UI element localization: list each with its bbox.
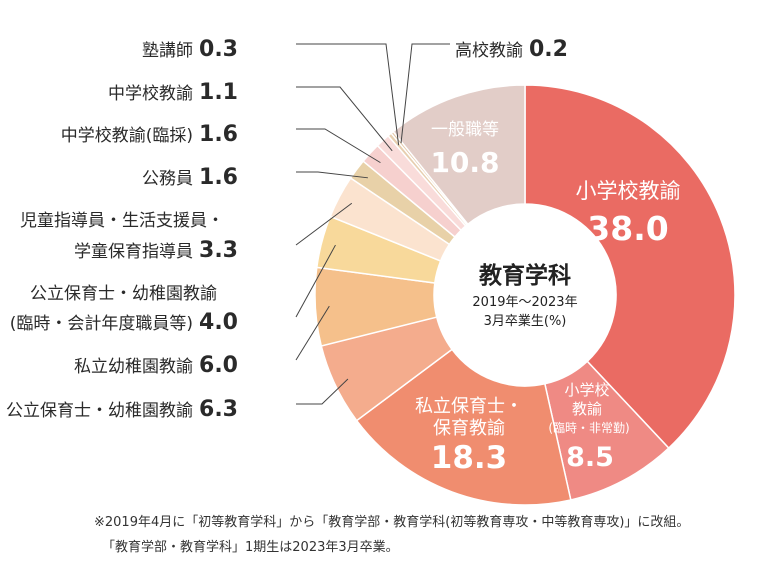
slice-label-elem-temp-2: 教諭 xyxy=(572,400,602,418)
leader-lines xyxy=(295,43,450,405)
slice-value-elem: 38.0 xyxy=(587,209,668,248)
outside-label-high: 高校教諭 0.2 xyxy=(455,37,568,62)
outside-label-priv-kinder: 私立幼稚園教諭 6.0 xyxy=(74,353,238,378)
leader-line-8 xyxy=(296,128,381,164)
label-jhs-temp: 中学校教諭(臨採) xyxy=(61,126,193,146)
value-child: 3.3 xyxy=(199,238,238,263)
label-juku: 塾講師 xyxy=(142,40,193,61)
outside-label-jhs: 中学校教諭 1.1 xyxy=(108,80,238,105)
leader-line-6 xyxy=(295,202,353,246)
value-juku: 0.3 xyxy=(199,37,238,62)
label-civil: 公務員 xyxy=(142,169,193,189)
slice-label-elem: 小学校教諭 xyxy=(576,179,681,203)
slice-label-elem-temp-1: 小学校 xyxy=(564,381,609,399)
footnote-line1: ※2019年4月に「初等教育学科」から「教育学部・教育学科(初等教育専攻・中等教… xyxy=(94,514,689,530)
leader-line-3 xyxy=(296,378,349,405)
value-priv-kinder: 6.0 xyxy=(199,353,238,378)
outside-label-civil: 公務員 1.6 xyxy=(142,165,238,190)
value-pub: 6.3 xyxy=(199,397,238,422)
value-high: 0.2 xyxy=(529,37,568,62)
outside-label-child-line2: 学童保育指導員 3.3 xyxy=(74,238,238,263)
label-pub-temp: (臨時・会計年度職員等) xyxy=(10,314,193,334)
leader-line-7 xyxy=(296,171,368,179)
leader-line-10 xyxy=(296,43,400,146)
center-subtitle-line1: 2019年〜2023年 xyxy=(472,295,577,310)
slice-label-general: 一般職等 xyxy=(431,120,499,140)
label-priv-kinder: 私立幼稚園教諭 xyxy=(74,357,193,377)
slice-label-priv-nursery-2: 保育教諭 xyxy=(433,418,505,439)
slice-label-priv-nursery-1: 私立保育士・ xyxy=(415,396,523,417)
slice-2 xyxy=(355,348,572,506)
leader-line-4 xyxy=(295,305,330,361)
slice-value-elem-temp: 8.5 xyxy=(566,442,614,473)
value-civil: 1.6 xyxy=(199,165,238,190)
outside-label-pub-temp-line1: 公立保育士・幼稚園教諭 xyxy=(30,284,217,304)
slice-label-elem-temp-3: (臨時・非常勤) xyxy=(548,421,629,435)
leader-line-11 xyxy=(400,43,450,144)
label-child: 学童保育指導員 xyxy=(74,242,193,262)
leader-line-9 xyxy=(296,86,393,152)
center-subtitle-line2: 3月卒業生(%) xyxy=(484,313,567,329)
value-jhs: 1.1 xyxy=(199,80,238,105)
slice-0 xyxy=(524,84,736,450)
center-title: 教育学科 xyxy=(479,262,571,289)
label-jhs: 中学校教諭 xyxy=(108,84,193,104)
outside-label-jhs-temp: 中学校教諭(臨採) 1.6 xyxy=(61,122,238,147)
slice-12 xyxy=(392,84,526,226)
outside-label-child-line1: 児童指導員・生活支援員・ xyxy=(20,211,224,231)
leader-line-5 xyxy=(295,244,336,318)
slice-value-priv-nursery: 18.3 xyxy=(431,440,508,476)
outside-label-juku: 塾講師 0.3 xyxy=(142,37,238,62)
label-pub: 公立保育士・幼稚園教諭 xyxy=(6,401,193,421)
outside-label-pub: 公立保育士・幼稚園教諭 6.3 xyxy=(6,397,238,422)
value-pub-temp: 4.0 xyxy=(199,310,238,335)
slices-group xyxy=(314,84,736,506)
footnote-line2: 「教育学部・教育学科」1期生は2023年3月卒業。 xyxy=(102,539,399,555)
label-high: 高校教諭 xyxy=(455,41,523,61)
value-jhs-temp: 1.6 xyxy=(199,122,238,147)
outside-label-pub-temp-line2: (臨時・会計年度職員等) 4.0 xyxy=(10,310,238,335)
slice-value-general: 10.8 xyxy=(430,146,499,179)
